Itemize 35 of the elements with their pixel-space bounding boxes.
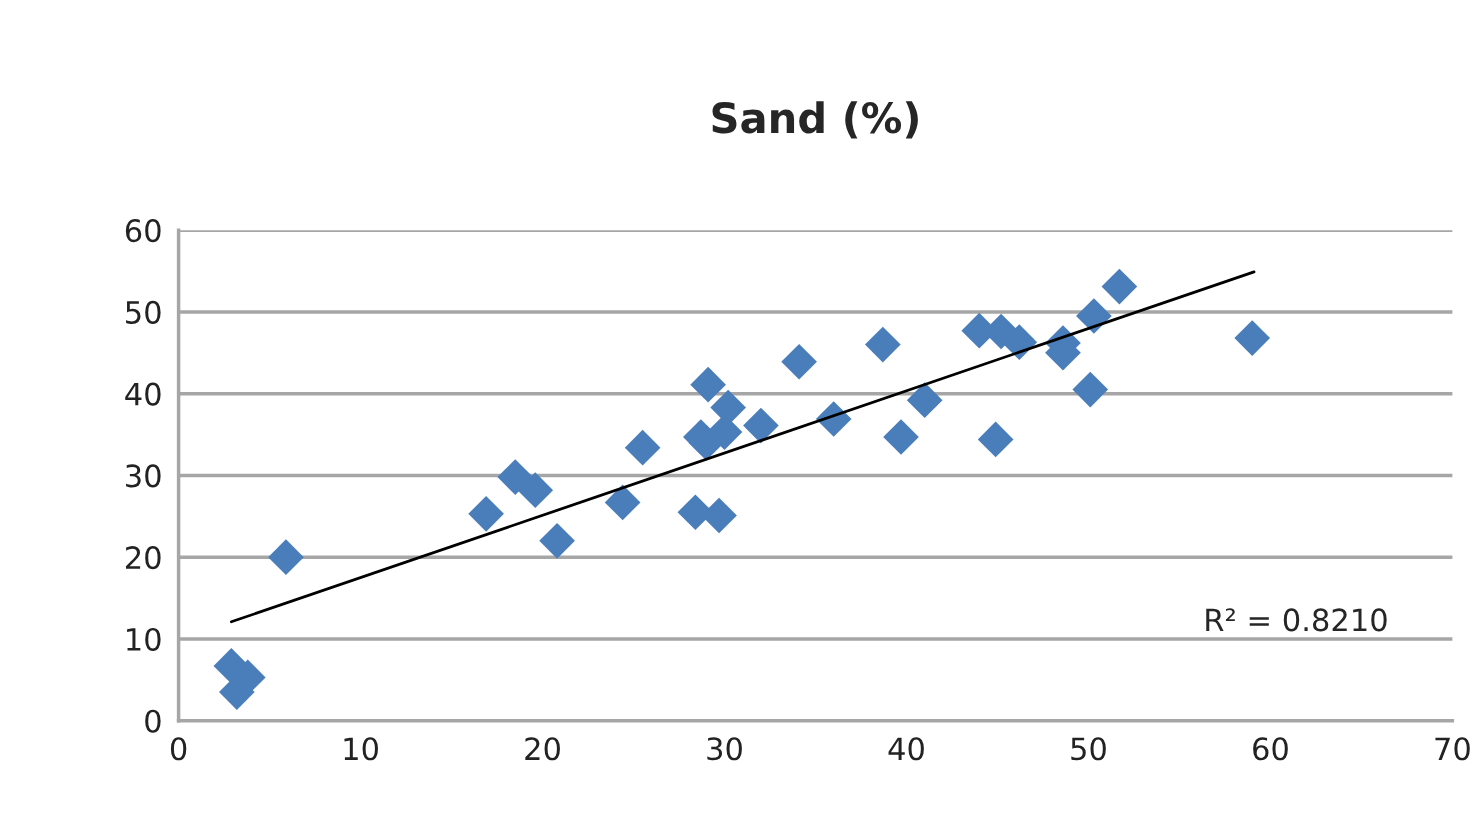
x-tick-label: 40 — [888, 737, 924, 761]
annotation: R² = 0.8210 — [1206, 608, 1387, 632]
y-tick-label: 50 — [126, 300, 161, 324]
point — [624, 429, 661, 466]
point — [268, 539, 304, 576]
y-tick-label: 20 — [125, 546, 161, 570]
x-tick-label: 0 — [170, 737, 187, 761]
point — [864, 326, 901, 363]
x-tick-label: 30 — [707, 737, 742, 761]
point — [1234, 320, 1271, 356]
x-tick-label: 60 — [1253, 737, 1288, 761]
point — [1001, 324, 1038, 360]
point — [883, 419, 919, 455]
point — [977, 421, 1014, 458]
point — [781, 343, 817, 380]
point — [604, 484, 641, 521]
x-tick-label: 20 — [525, 737, 560, 761]
point — [1072, 371, 1109, 408]
y-tick-label: 0 — [145, 709, 161, 733]
point — [690, 366, 726, 403]
point — [517, 472, 554, 508]
y-tick-label: 30 — [126, 464, 161, 488]
x-tick-label: 50 — [1071, 737, 1106, 761]
point — [743, 407, 779, 444]
x-tick-label: 70 — [1435, 737, 1470, 761]
point — [497, 459, 534, 495]
y-tick-label: 40 — [125, 382, 161, 406]
point — [906, 382, 943, 419]
point — [468, 496, 504, 532]
y-tick-label: 10 — [127, 627, 161, 651]
chart-title: Sand (%) — [712, 101, 918, 139]
x-tick-label: 10 — [344, 737, 378, 761]
point — [1101, 268, 1138, 305]
y-tick-label: 60 — [125, 219, 161, 243]
point — [539, 523, 575, 559]
